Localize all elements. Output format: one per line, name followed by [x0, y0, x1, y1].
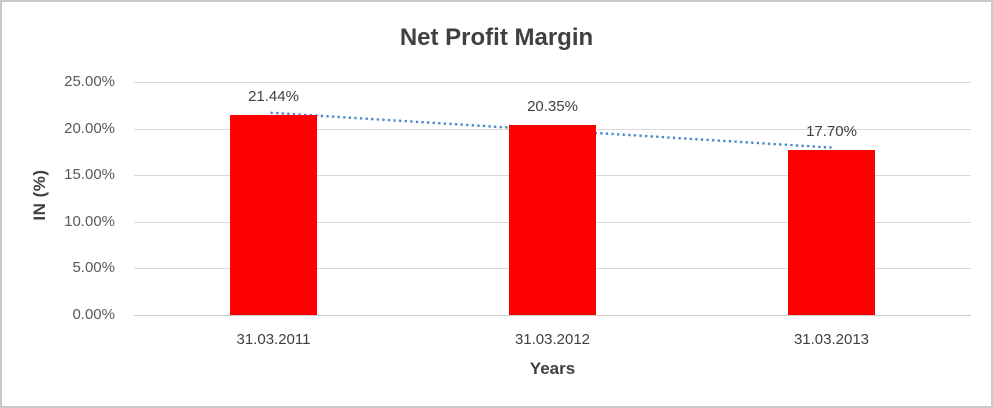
- y-tick-label: 5.00%: [72, 259, 115, 277]
- y-tick-label: 0.00%: [72, 306, 115, 323]
- bar-value-label: 21.44%: [248, 88, 299, 106]
- y-tick-label: 25.00%: [64, 73, 115, 90]
- y-tick-label: 20.00%: [64, 119, 115, 137]
- gridline: [134, 82, 971, 83]
- x-axis-line: [134, 315, 971, 316]
- bar-value-label: 20.35%: [527, 98, 578, 116]
- chart-title: Net Profit Margin: [399, 24, 594, 51]
- bar-value-label: 17.70%: [806, 123, 857, 141]
- x-tick-label: 31.03.2011: [236, 331, 311, 348]
- y-tick-label: 10.00%: [64, 212, 115, 230]
- x-tick-label: 31.03.2013: [793, 331, 870, 348]
- bar-31.03.2013: [788, 150, 875, 315]
- x-tick-label: 31.03.2012: [514, 331, 591, 348]
- x-axis-title: Years: [529, 359, 576, 378]
- y-tick-label: 15.00%: [64, 166, 115, 184]
- bar-31.03.2012: [509, 125, 596, 315]
- bar-31.03.2011: [230, 115, 317, 315]
